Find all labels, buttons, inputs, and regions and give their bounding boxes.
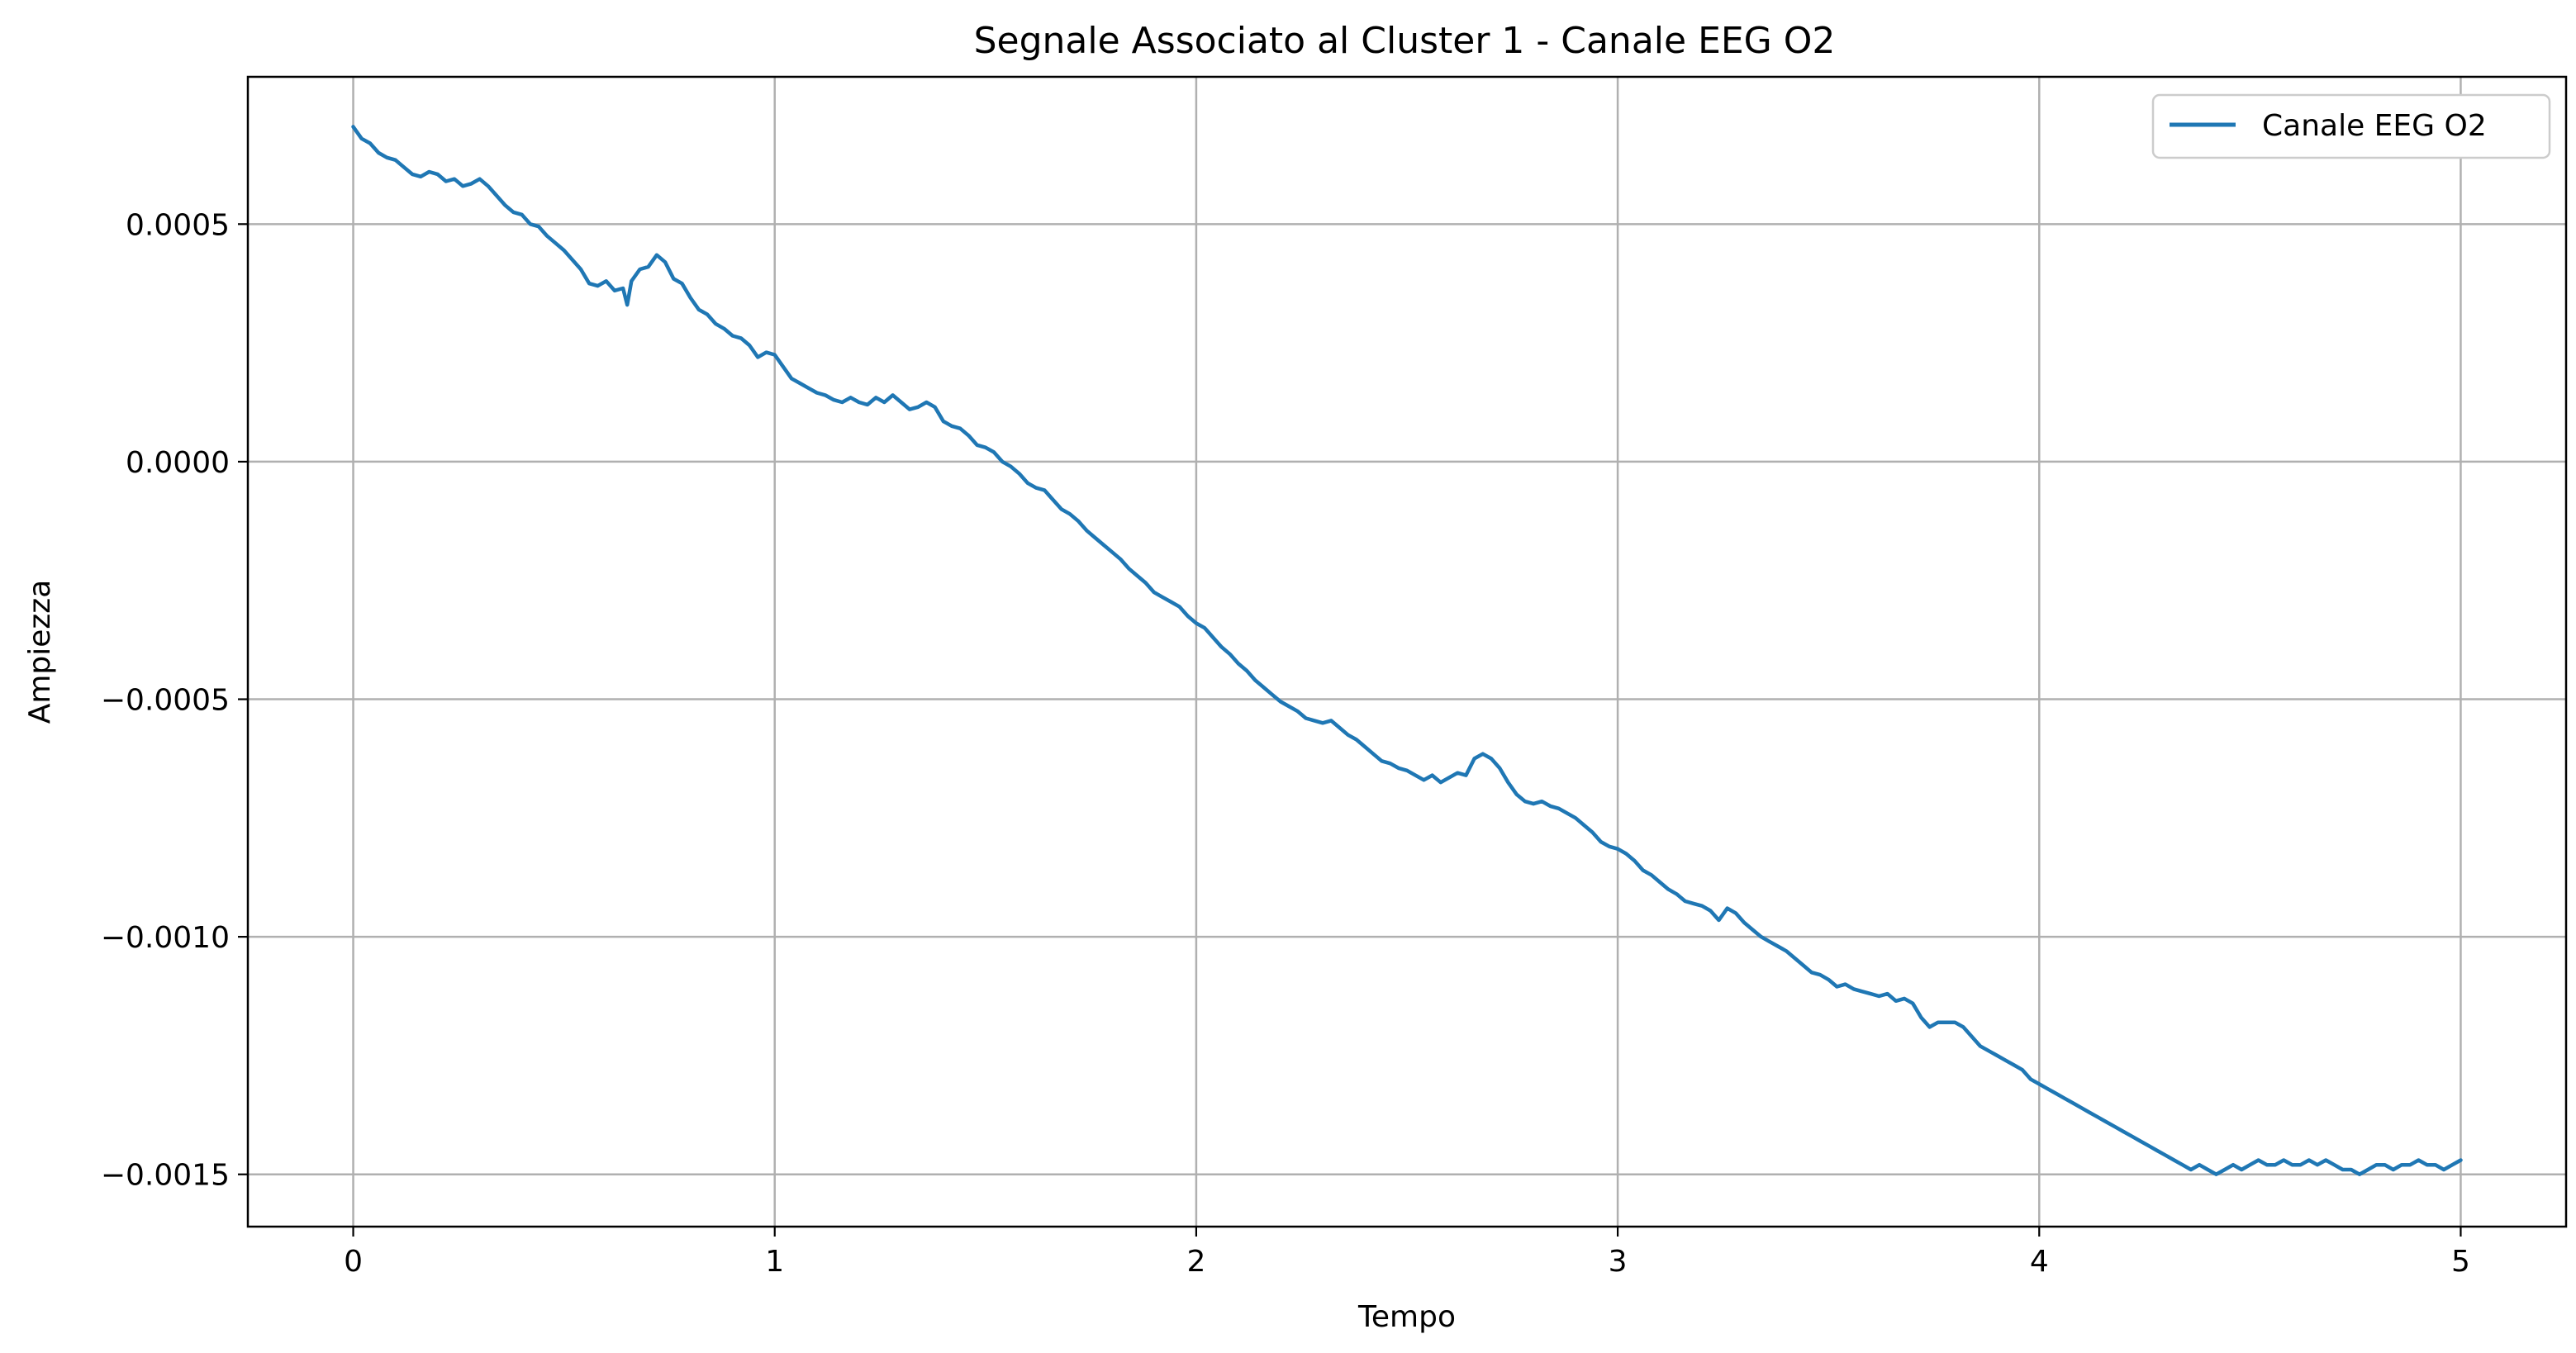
chart-title: Segnale Associato al Cluster 1 - Canale … (974, 20, 1836, 62)
x-tick-label: 3 (1609, 1245, 1628, 1279)
y-tick-label: −0.0005 (101, 684, 230, 718)
x-axis-title: Tempo (1357, 1300, 1456, 1334)
grid-layer (248, 77, 2566, 1227)
legend: Canale EEG O2 (2151, 93, 2551, 159)
x-axis: 0 1 2 3 4 5 (344, 1227, 2470, 1279)
series-line (351, 125, 2463, 1176)
x-tick-label: 2 (1186, 1245, 1205, 1279)
x-tick-label: 1 (765, 1245, 784, 1279)
plot-area (351, 125, 2463, 1176)
y-axis-title: Ampiezza (23, 580, 57, 724)
y-axis: 0.0005 0.0000 −0.0005 −0.0010 −0.0015 (101, 208, 248, 1193)
x-tick-label: 4 (2030, 1245, 2049, 1279)
y-tick-label: 0.0000 (126, 446, 230, 480)
x-tick-label: 5 (2451, 1245, 2470, 1279)
x-tick-label: 0 (344, 1245, 363, 1279)
plot-frame (246, 75, 2568, 1228)
y-tick-label: −0.0015 (101, 1159, 230, 1193)
y-tick-label: −0.0010 (101, 921, 230, 955)
y-tick-label: 0.0005 (126, 208, 230, 242)
legend-label: Canale EEG O2 (2262, 109, 2487, 143)
legend-box (2151, 93, 2551, 159)
